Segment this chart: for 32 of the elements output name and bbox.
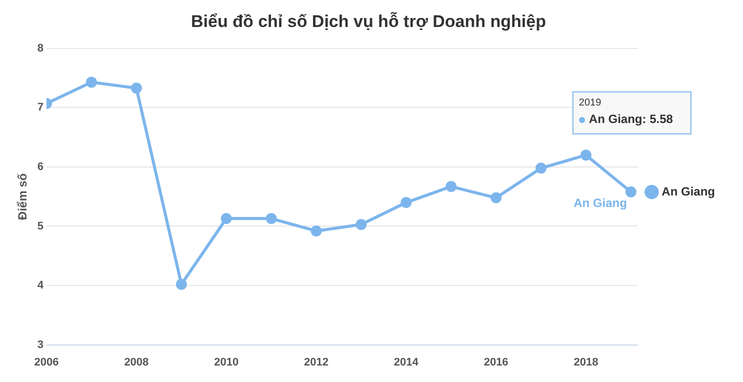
y-tick-label: 5 <box>37 220 44 232</box>
point <box>625 186 636 198</box>
x-tick-label: 2012 <box>304 356 328 368</box>
point <box>356 218 367 230</box>
point <box>446 181 457 192</box>
point <box>536 162 547 174</box>
y-tick-label: 3 <box>37 338 44 351</box>
text: An Giang <box>574 196 627 210</box>
y-tick-label: 4 <box>37 280 44 292</box>
x-tick-label: 2018 <box>574 356 598 368</box>
x-tick-label: 2010 <box>214 356 239 368</box>
point <box>130 82 142 94</box>
y-tick-label: 8 <box>37 42 44 54</box>
point <box>86 76 97 88</box>
point <box>580 150 592 161</box>
x-tick-label: 2016 <box>484 356 508 368</box>
chart-title: Biểu đồ chỉ số Dịch vụ hỗ trợ Doanh nghiệp <box>191 12 546 31</box>
point <box>266 213 277 224</box>
x-tick-label: 2006 <box>34 356 59 368</box>
point <box>490 192 502 204</box>
y-axis-title: Điểm số <box>16 173 30 220</box>
x-tick-label: 2008 <box>124 356 149 368</box>
x-tick-label: 2014 <box>394 356 420 368</box>
annotation: 2019 <box>578 98 602 109</box>
annotation: An Giang: 5.58 <box>588 112 674 126</box>
point <box>220 213 232 224</box>
point <box>310 225 322 236</box>
point <box>176 278 187 290</box>
legend-label: An Giang <box>662 184 716 198</box>
y-tick-label: 6 <box>37 160 44 173</box>
point <box>400 197 412 208</box>
y-tick-label: 7 <box>37 102 44 114</box>
